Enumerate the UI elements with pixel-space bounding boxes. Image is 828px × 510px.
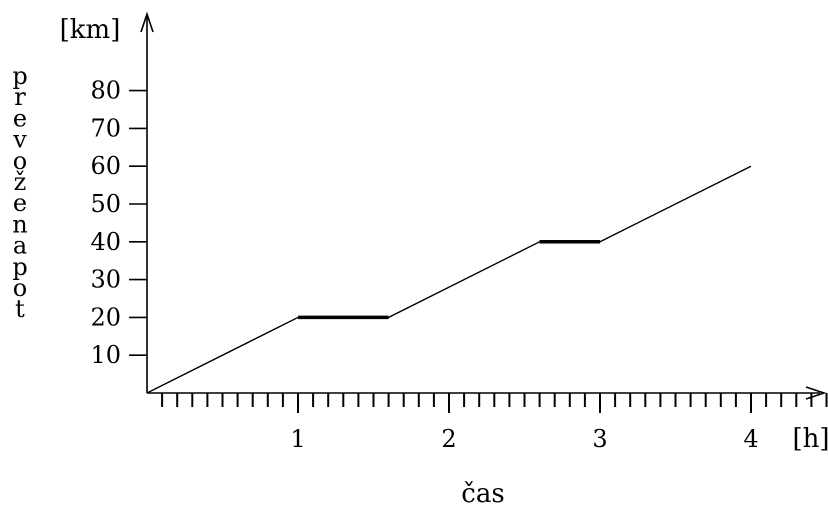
y-tick-label: 50 [90,190,121,218]
y-axis-arrow [140,11,154,33]
y-tick-label: 10 [90,341,121,369]
series-group [146,165,752,394]
y-tick-label: 30 [90,266,121,294]
x-unit-label: [h] [792,424,828,454]
x-axis-title: čas [461,479,504,509]
y-unit-label: [km] [60,15,121,45]
y-axis-title-letter: r [14,83,26,111]
distance-line [146,165,752,394]
y-axis-title-letter: v [12,126,27,154]
x-tick-label: 4 [743,425,758,453]
x-minor-ticks [161,393,828,407]
y-axis-title-letter: p [12,253,27,281]
y-axis-title-letter: t [15,295,25,323]
y-axis-title-letter: a [13,232,27,260]
y-tick-label: 80 [90,77,121,105]
y-tick-label: 40 [90,228,121,256]
y-axis-title-letter: e [13,189,27,217]
y-axis-title-letter: o [13,147,27,175]
y-axis-title-letter: p [12,62,27,90]
y-tick-label: 60 [90,152,121,180]
y-axis-title-letter: ž [14,168,27,196]
y-axis-title-letter: o [13,274,27,302]
x-tick-label: 3 [592,425,607,453]
x-tick-label: 1 [290,425,305,453]
y-tick-label: 20 [90,303,121,331]
y-tick-label: 70 [90,114,121,142]
major-ticks: 1 2 3 4 10 20 30 40 50 60 70 80 [90,77,758,453]
x-tick-label: 2 [441,425,456,453]
axes [140,11,827,400]
y-axis-title-letter: n [12,210,27,238]
y-axis-title-letter: e [13,104,27,132]
